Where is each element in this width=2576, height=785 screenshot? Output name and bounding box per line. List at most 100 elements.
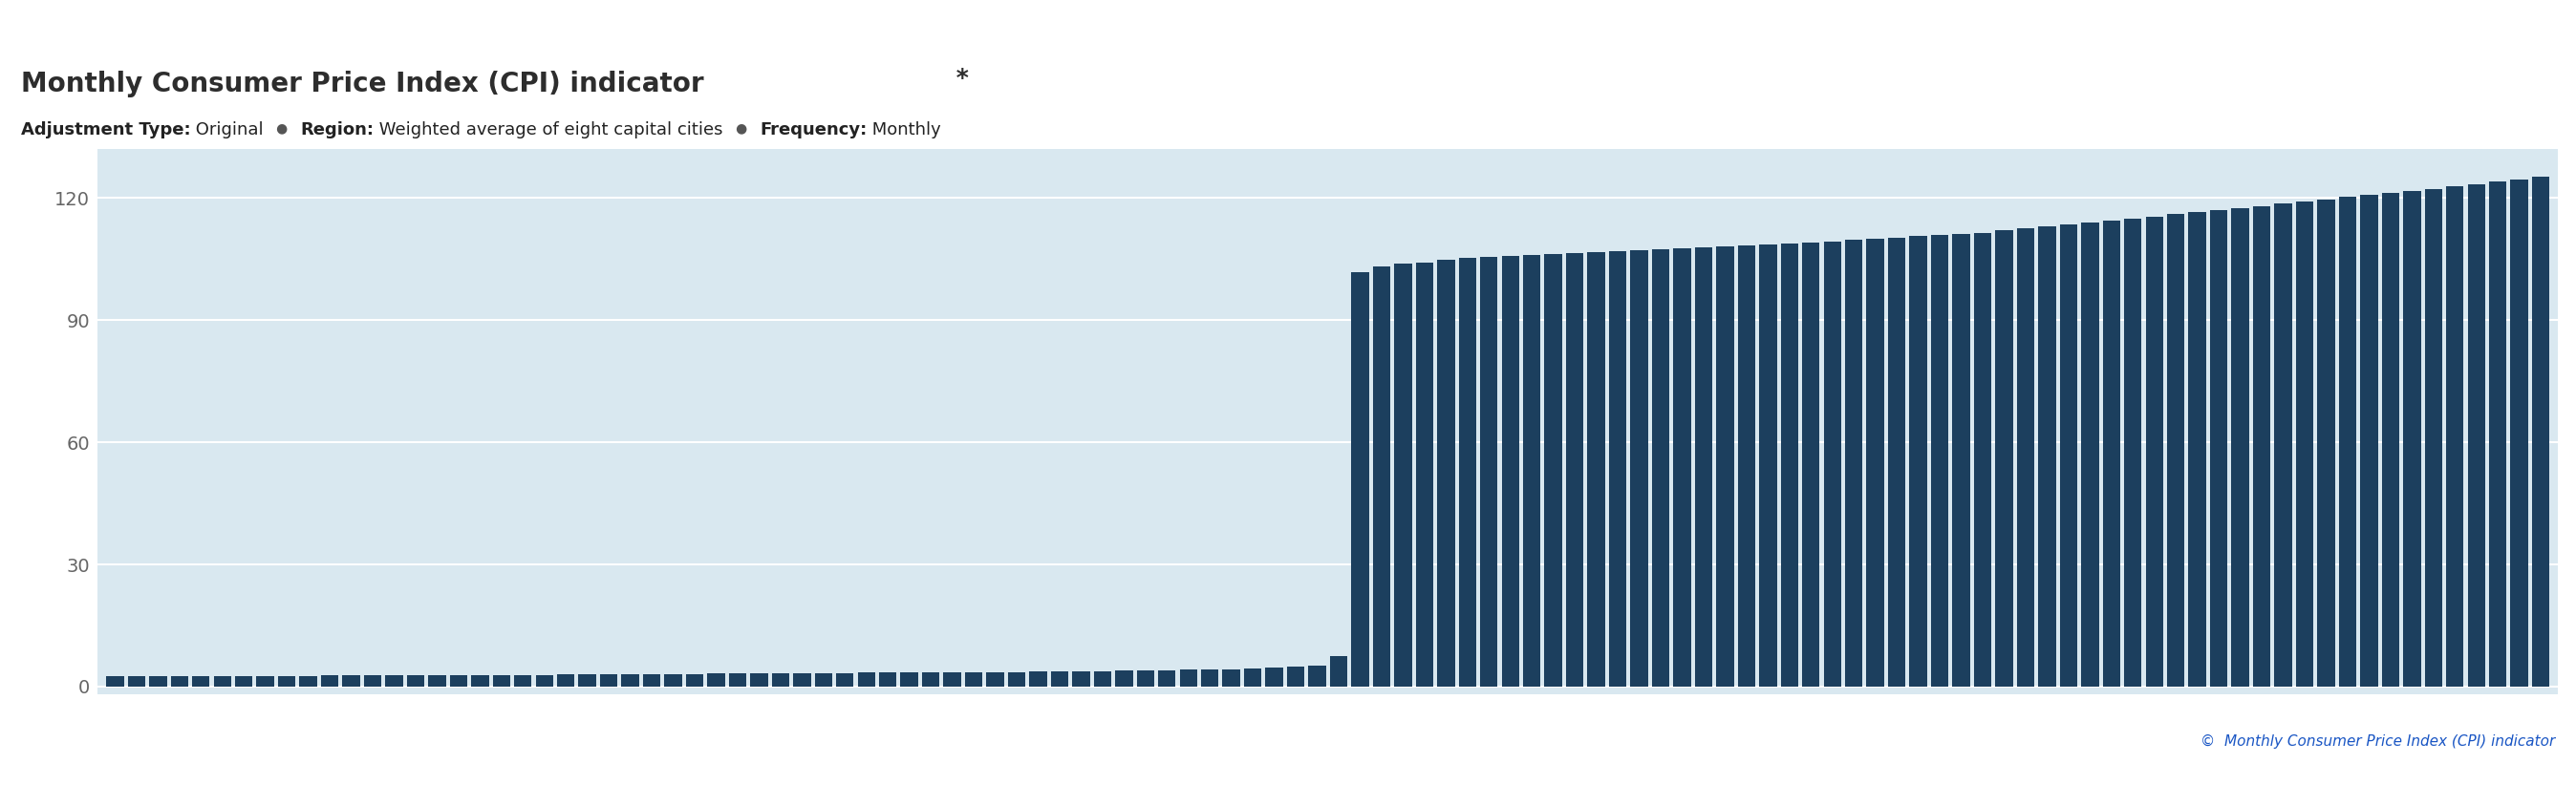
- Bar: [2488, 181, 2506, 687]
- Bar: [2125, 218, 2141, 687]
- Text: Monthly Consumer Price Index (CPI) indicator: Monthly Consumer Price Index (CPI) indic…: [21, 71, 703, 97]
- Bar: [966, 672, 981, 687]
- Bar: [1200, 670, 1218, 687]
- Bar: [1159, 670, 1175, 687]
- Bar: [1244, 669, 1262, 687]
- Bar: [1824, 241, 1842, 687]
- Text: Adjustment Type:: Adjustment Type:: [21, 122, 191, 139]
- Bar: [1224, 669, 1239, 687]
- Text: Weighted average of eight capital cities: Weighted average of eight capital cities: [374, 122, 724, 139]
- Bar: [1631, 250, 1649, 687]
- Bar: [2447, 187, 2463, 687]
- Bar: [2360, 195, 2378, 687]
- Bar: [515, 675, 531, 687]
- Bar: [2424, 188, 2442, 687]
- Bar: [1007, 672, 1025, 687]
- Bar: [1759, 244, 1777, 687]
- Bar: [1716, 246, 1734, 687]
- Bar: [729, 674, 747, 687]
- Bar: [1868, 239, 1883, 687]
- Bar: [1888, 238, 1906, 687]
- Bar: [2102, 221, 2120, 687]
- Bar: [536, 675, 554, 687]
- Bar: [322, 676, 337, 687]
- Bar: [471, 675, 489, 687]
- Bar: [428, 675, 446, 687]
- Bar: [1973, 232, 1991, 687]
- Bar: [1909, 236, 1927, 687]
- Bar: [2210, 210, 2228, 687]
- Bar: [1546, 254, 1561, 687]
- Bar: [2081, 222, 2099, 687]
- Bar: [1115, 670, 1133, 687]
- Bar: [1329, 656, 1347, 687]
- Bar: [1030, 671, 1046, 687]
- Bar: [2166, 214, 2184, 687]
- Text: Frequency:: Frequency:: [760, 122, 868, 139]
- Text: *: *: [948, 67, 969, 89]
- Bar: [556, 674, 574, 687]
- Bar: [170, 677, 188, 687]
- Bar: [2532, 177, 2550, 687]
- Bar: [1265, 668, 1283, 687]
- Bar: [2275, 204, 2293, 687]
- Bar: [1844, 240, 1862, 687]
- Bar: [343, 676, 361, 687]
- Bar: [2231, 208, 2249, 687]
- Text: Region:: Region:: [301, 122, 374, 139]
- Bar: [1651, 250, 1669, 687]
- Text: Monthly: Monthly: [868, 122, 940, 139]
- Bar: [1180, 670, 1198, 687]
- Bar: [2061, 225, 2076, 687]
- Text: ©  Monthly Consumer Price Index (CPI) indicator: © Monthly Consumer Price Index (CPI) ind…: [2200, 735, 2555, 749]
- Bar: [363, 676, 381, 687]
- Bar: [793, 674, 811, 687]
- Bar: [1458, 257, 1476, 687]
- Bar: [492, 675, 510, 687]
- Text: ●: ●: [724, 122, 760, 135]
- Bar: [1674, 249, 1690, 687]
- Bar: [299, 676, 317, 687]
- Bar: [1136, 670, 1154, 687]
- Bar: [2146, 217, 2164, 687]
- Bar: [278, 676, 296, 687]
- Bar: [1695, 248, 1713, 687]
- Bar: [2512, 179, 2527, 687]
- Bar: [2017, 228, 2035, 687]
- Bar: [621, 674, 639, 687]
- Bar: [258, 676, 273, 687]
- Bar: [685, 674, 703, 687]
- Text: Original: Original: [191, 122, 263, 139]
- Bar: [600, 674, 618, 687]
- Bar: [1481, 257, 1497, 687]
- Bar: [149, 676, 167, 687]
- Bar: [1373, 266, 1391, 687]
- Bar: [750, 674, 768, 687]
- Bar: [1417, 262, 1432, 687]
- Bar: [1587, 252, 1605, 687]
- Bar: [814, 674, 832, 687]
- Bar: [858, 673, 876, 687]
- Bar: [2318, 199, 2334, 687]
- Bar: [2383, 192, 2398, 687]
- Bar: [1803, 243, 1819, 687]
- Bar: [386, 676, 402, 687]
- Bar: [1522, 255, 1540, 687]
- Bar: [987, 672, 1005, 687]
- Bar: [2295, 201, 2313, 687]
- Bar: [922, 672, 940, 687]
- Bar: [708, 674, 724, 687]
- Bar: [129, 677, 144, 687]
- Bar: [2038, 227, 2056, 687]
- Bar: [1352, 272, 1368, 687]
- Bar: [1072, 671, 1090, 687]
- Bar: [1051, 671, 1069, 687]
- Bar: [1739, 246, 1754, 687]
- Bar: [1288, 667, 1303, 687]
- Bar: [1309, 666, 1327, 687]
- Bar: [644, 674, 659, 687]
- Bar: [1932, 235, 1947, 687]
- Bar: [1953, 234, 1971, 687]
- Bar: [451, 675, 466, 687]
- Bar: [1394, 263, 1412, 687]
